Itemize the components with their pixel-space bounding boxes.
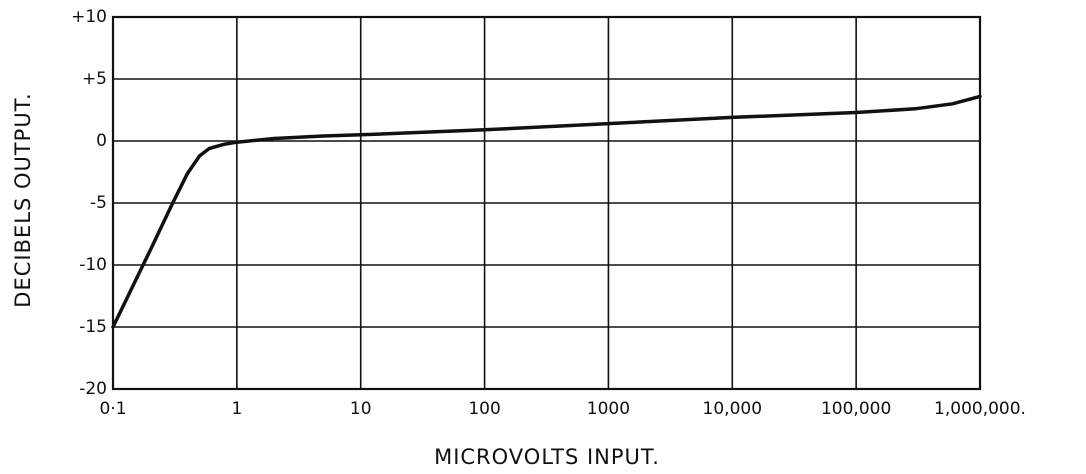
y-axis-title: DECIBELS OUTPUT. <box>11 92 35 307</box>
y-tick-label: +10 <box>71 7 107 27</box>
y-tick-label: -15 <box>79 317 107 337</box>
y-tick-label: -20 <box>79 379 107 399</box>
x-axis-title: MICROVOLTS INPUT. <box>434 445 660 469</box>
x-tick-label: 1000 <box>587 399 630 419</box>
x-tick-label: 100,000 <box>821 399 891 419</box>
plot-frame <box>111 15 982 391</box>
y-tick-label: 0 <box>96 131 107 151</box>
data-line <box>111 94 982 329</box>
x-tick-label: 10 <box>350 399 372 419</box>
y-tick-label: -5 <box>90 193 107 213</box>
x-tick-label: 0·1 <box>99 399 126 419</box>
x-tick-label: 1,000,000. <box>934 399 1026 419</box>
x-tick-label: 1 <box>231 399 242 419</box>
y-tick-label: -10 <box>79 255 107 275</box>
y-tick-label: +5 <box>82 69 107 89</box>
x-tick-label: 100 <box>468 399 500 419</box>
x-tick-label: 10,000 <box>703 399 762 419</box>
